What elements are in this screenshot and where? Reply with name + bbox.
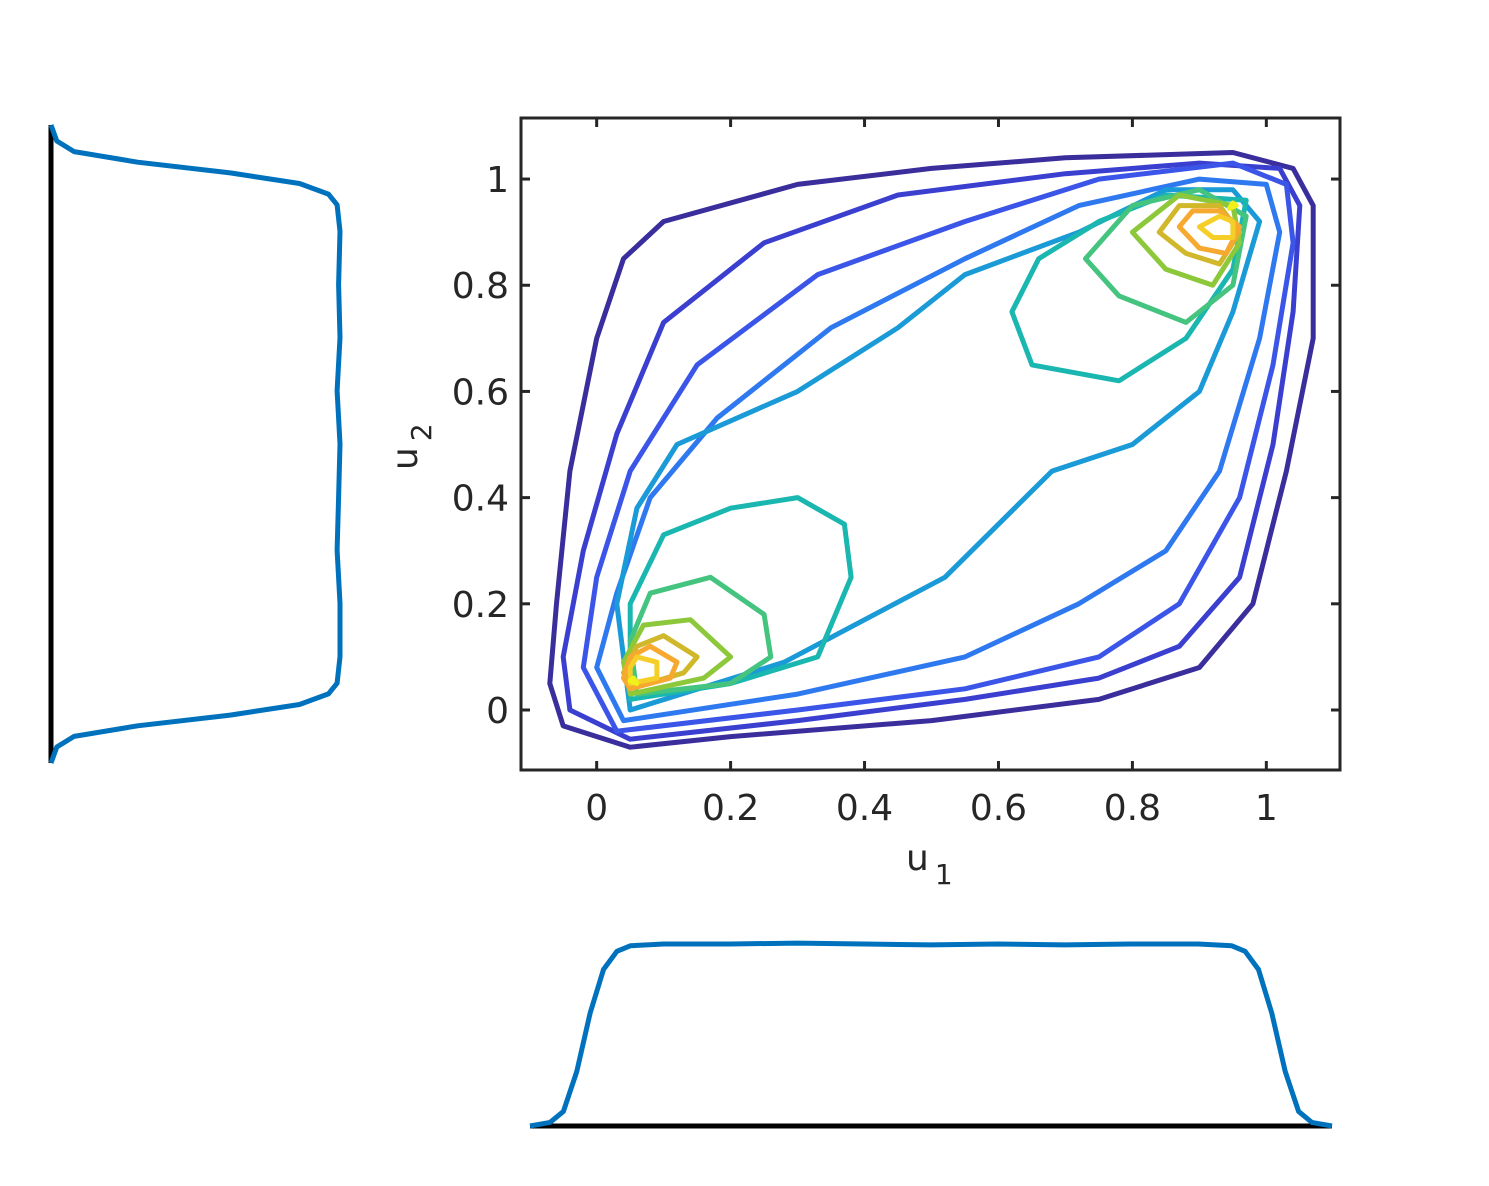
contour-level-6-path-1 — [627, 495, 854, 702]
contour-level-12-path-2 — [1227, 200, 1239, 211]
contour-level-12-path-1 — [627, 675, 640, 686]
contour-lines — [547, 150, 1316, 750]
contour-level-8-path-2 — [1129, 192, 1243, 288]
y-axis-ticks: 0 0.2 0.4 0.6 0.8 1 — [452, 160, 1340, 732]
y-tick-label: 1 — [486, 160, 509, 201]
y-tick-label: 0.6 — [452, 372, 509, 413]
y-axis-label-subscript: 2 — [405, 423, 438, 441]
x-tick-label: 0.6 — [970, 788, 1027, 829]
x-tick-label: 0.4 — [836, 788, 893, 829]
x-axis-label-subscript: 1 — [935, 858, 953, 891]
plot-frame — [519, 116, 1342, 772]
contour-level-4-path-1 — [594, 176, 1283, 724]
y-tick-label: 0.4 — [452, 479, 509, 520]
x-tick-label: 1 — [1255, 788, 1278, 829]
u2-marginal-density — [48, 124, 343, 764]
x-tick-label: 0 — [585, 788, 608, 829]
x-tick-label: 0.2 — [702, 788, 759, 829]
contour-level-7-path-2 — [1083, 187, 1249, 325]
u2-marginal-curve — [48, 124, 343, 764]
contour-level-11-path-1 — [627, 654, 660, 686]
x-axis-ticks: 0 0.2 0.4 0.6 0.8 1 — [585, 118, 1278, 829]
contour-level-10-path-2 — [1176, 208, 1243, 256]
x-tick-label: 0.8 — [1104, 788, 1161, 829]
y-axis-label: u2 — [385, 423, 438, 470]
contour-level-7-path-1 — [627, 574, 774, 697]
contour-level-10-path-1 — [621, 643, 680, 692]
contour-level-3-path-1 — [580, 160, 1296, 734]
contour-level-8-path-1 — [621, 617, 734, 697]
u1-marginal-curve — [529, 940, 1333, 1129]
contour-level-1-path-1 — [547, 150, 1316, 750]
contour-level-11-path-2 — [1196, 213, 1236, 240]
y-tick-label: 0 — [486, 691, 509, 732]
u1-marginal-density — [529, 940, 1333, 1129]
y-tick-label: 0.2 — [452, 585, 509, 626]
y-tick-label: 0.8 — [452, 266, 509, 307]
